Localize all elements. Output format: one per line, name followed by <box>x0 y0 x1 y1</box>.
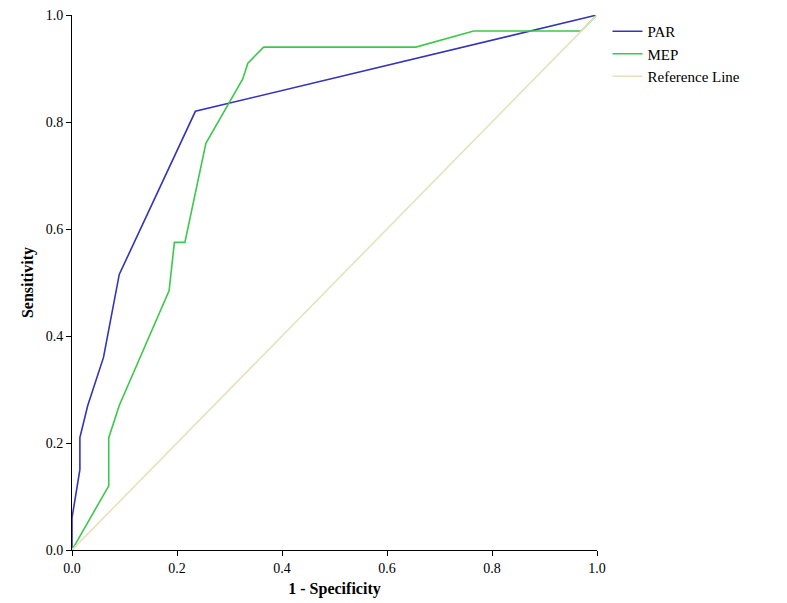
svg-text:0.4: 0.4 <box>273 561 291 576</box>
svg-text:1.0: 1.0 <box>588 561 606 576</box>
svg-text:0.0: 0.0 <box>46 543 64 558</box>
svg-text:0.8: 0.8 <box>483 561 501 576</box>
svg-text:0.4: 0.4 <box>46 329 64 344</box>
svg-text:PAR: PAR <box>648 24 676 40</box>
svg-text:0.0: 0.0 <box>63 561 81 576</box>
svg-text:0.2: 0.2 <box>168 561 186 576</box>
svg-text:0.6: 0.6 <box>46 222 64 237</box>
svg-text:0.6: 0.6 <box>378 561 396 576</box>
svg-text:1.0: 1.0 <box>46 8 64 23</box>
svg-text:MEP: MEP <box>648 47 679 63</box>
svg-text:Reference Line: Reference Line <box>648 69 740 85</box>
svg-text:0.2: 0.2 <box>46 436 64 451</box>
svg-text:0.8: 0.8 <box>46 115 64 130</box>
svg-text:Sensitivity: Sensitivity <box>19 247 37 318</box>
svg-text:1 - Specificity: 1 - Specificity <box>288 580 380 598</box>
